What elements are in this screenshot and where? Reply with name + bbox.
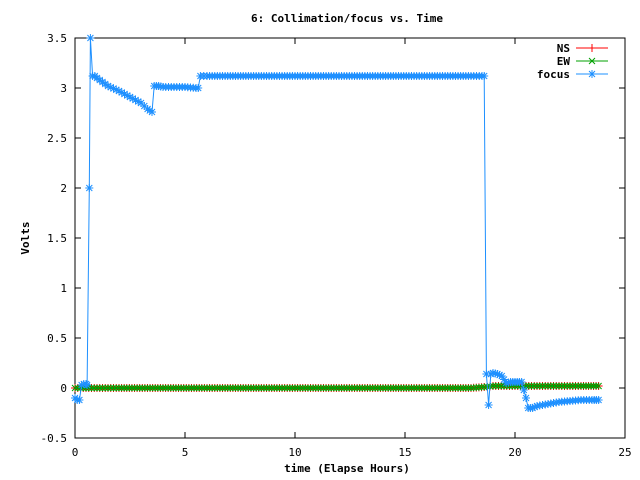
y-tick-label: 3 [60, 82, 67, 95]
x-axis-label: time (Elapse Hours) [284, 462, 410, 475]
data-point-focus [147, 107, 157, 117]
chart-title: 6: Collimation/focus vs. Time [251, 12, 443, 25]
x-axis-ticks: 0 5 10 15 20 25 [72, 38, 632, 459]
x-tick-label: 5 [182, 446, 189, 459]
y-tick-label: 1.5 [47, 232, 67, 245]
data-point-focus [193, 83, 203, 93]
data-point-focus [517, 377, 527, 387]
y-axis-ticks: -0.5 0 0.5 1 1.5 2 2.5 3 3.5 [41, 32, 625, 445]
series-focus [70, 33, 604, 413]
data-point-focus [521, 393, 531, 403]
data-point-focus [85, 33, 95, 43]
y-tick-label: 0.5 [47, 332, 67, 345]
legend-item-focus: focus [537, 68, 608, 81]
legend-label: EW [557, 55, 571, 68]
legend-label: focus [537, 68, 570, 81]
series-EW [71, 382, 603, 392]
series-line-focus [74, 37, 599, 409]
series-layer [70, 33, 604, 413]
data-point-focus [519, 385, 529, 395]
data-point-focus [594, 395, 604, 405]
y-tick-label: 0 [60, 382, 67, 395]
legend-item-NS: NS [557, 42, 608, 55]
data-point-focus [82, 380, 92, 390]
x-tick-label: 10 [288, 446, 301, 459]
y-tick-label: 2 [60, 182, 67, 195]
legend-item-EW: EW [557, 55, 608, 68]
plot-frame [74, 37, 626, 439]
data-point-focus [484, 400, 494, 410]
x-tick-label: 15 [398, 446, 411, 459]
data-point-focus [74, 395, 84, 405]
y-tick-label: 2.5 [47, 132, 67, 145]
y-tick-label: 3.5 [47, 32, 67, 45]
x-tick-label: 0 [72, 446, 79, 459]
data-point-focus [84, 183, 94, 193]
y-tick-label: -0.5 [41, 432, 68, 445]
legend-swatch-marker [587, 69, 597, 79]
legend-label: NS [557, 42, 570, 55]
y-axis-label: Volts [19, 221, 32, 254]
data-point-focus [479, 71, 489, 81]
y-tick-label: 1 [60, 282, 67, 295]
x-tick-label: 25 [618, 446, 631, 459]
x-tick-label: 20 [508, 446, 521, 459]
legend-swatch-marker [587, 43, 597, 53]
